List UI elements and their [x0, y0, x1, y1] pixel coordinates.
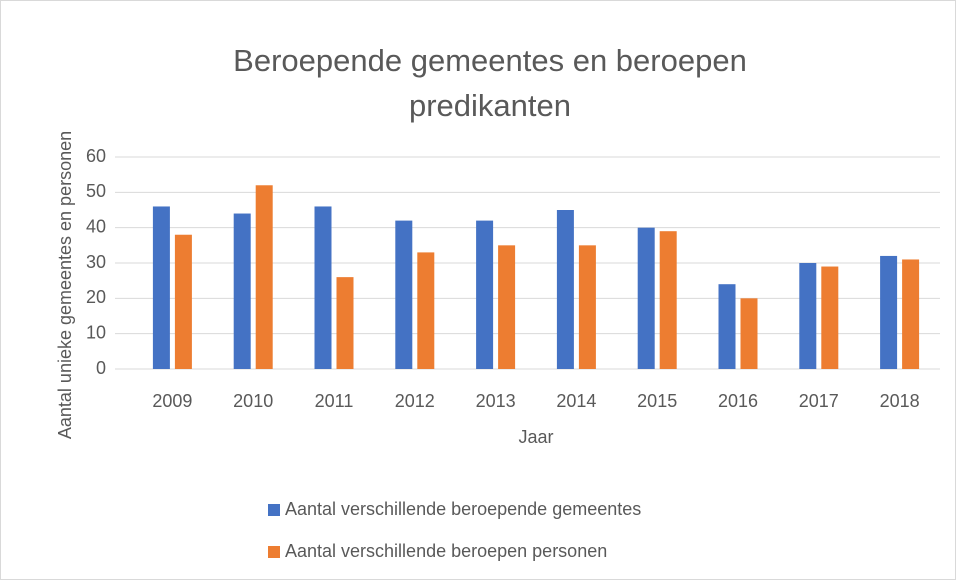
bar	[556, 210, 574, 369]
legend-swatch	[268, 504, 280, 516]
x-tick-label: 2012	[395, 391, 435, 411]
bar	[336, 277, 354, 369]
bar	[659, 231, 677, 369]
y-axis-label: Aantal unieke gemeentes en personen	[55, 131, 75, 439]
legend-label: Aantal verschillende beroepen personen	[285, 541, 607, 561]
legend-label: Aantal verschillende beroepende gemeente…	[285, 499, 641, 519]
bar	[395, 220, 413, 369]
x-tick-label: 2011	[315, 391, 354, 411]
bar	[255, 185, 273, 369]
x-tick-label: 2010	[233, 391, 273, 411]
x-tick-label: 2009	[152, 391, 192, 411]
bar	[821, 266, 839, 369]
bar	[476, 220, 494, 369]
chart-title: Beroepende gemeentes en beroepen predika…	[233, 43, 747, 123]
bar	[174, 234, 192, 369]
y-tick-label: 0	[96, 358, 106, 378]
y-tick-label: 40	[86, 216, 106, 236]
x-tick-label: 2017	[799, 391, 839, 411]
bar	[902, 259, 920, 369]
y-tick-label: 10	[86, 322, 106, 342]
x-axis-label: Jaar	[518, 427, 553, 447]
bar	[417, 252, 435, 369]
y-tick-label: 60	[86, 146, 106, 166]
legend-swatch	[268, 546, 280, 558]
x-tick-label: 2015	[637, 391, 677, 411]
bar	[233, 213, 251, 369]
y-tick-label: 20	[86, 287, 106, 307]
bar	[718, 284, 736, 369]
x-tick-label: 2013	[476, 391, 516, 411]
bar	[578, 245, 596, 369]
bar	[498, 245, 516, 369]
bar	[880, 255, 898, 369]
bar	[740, 298, 758, 369]
x-tick-label: 2014	[556, 391, 596, 411]
x-tick-label: 2018	[880, 391, 920, 411]
bar	[637, 227, 655, 369]
y-tick-label: 50	[86, 181, 106, 201]
bar	[799, 263, 817, 369]
y-tick-label: 30	[86, 252, 106, 272]
bar	[314, 206, 332, 369]
bar	[152, 206, 170, 369]
x-tick-label: 2016	[718, 391, 758, 411]
